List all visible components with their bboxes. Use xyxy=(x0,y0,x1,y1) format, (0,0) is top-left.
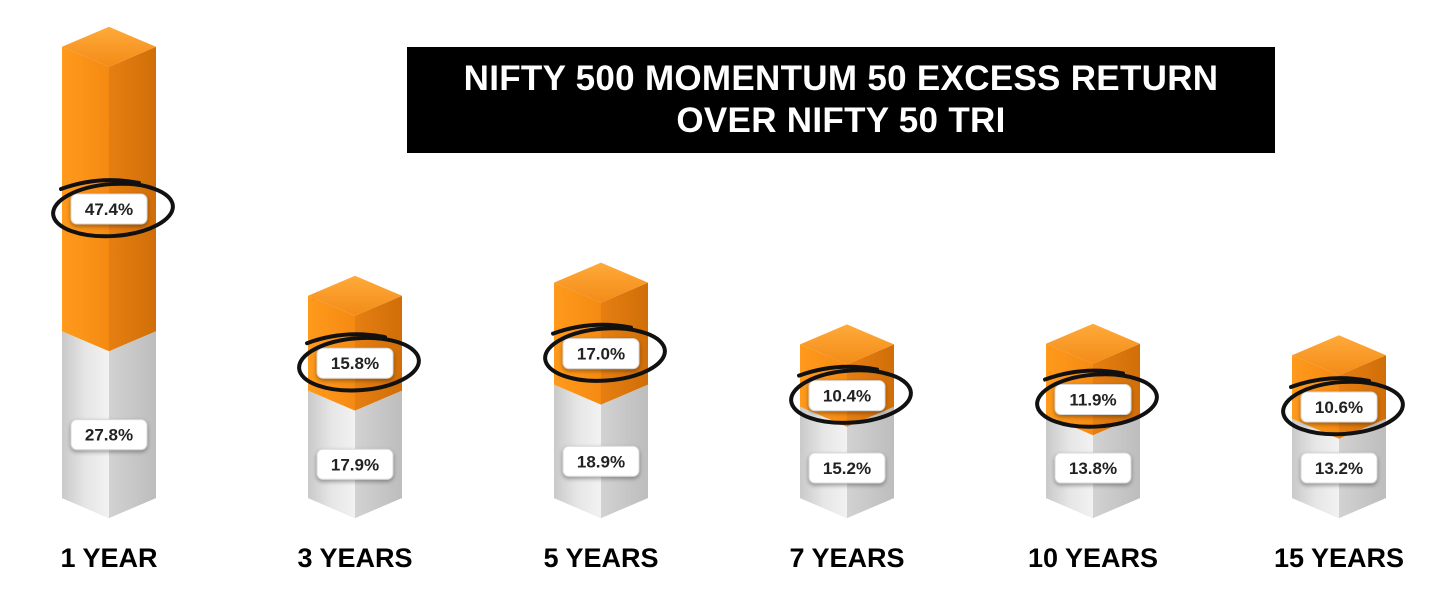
highlight-circle xyxy=(51,181,175,239)
bar-top-cap xyxy=(554,262,648,303)
value-label-series-1: 27.8% xyxy=(85,426,133,445)
bar-group-1: 27.8% 47.4% 1 YEAR xyxy=(51,26,175,573)
highlight-circle-stroke xyxy=(797,364,879,378)
bar-top-cap xyxy=(1292,335,1386,376)
bar-group-4: 15.2% 10.4% 7 YEARS xyxy=(789,324,913,573)
value-label-box xyxy=(1300,452,1378,484)
chart-title-line-1: NIFTY 500 MOMENTUM 50 EXCESS RETURN xyxy=(463,59,1219,98)
value-label-box xyxy=(1300,391,1378,423)
highlight-circle xyxy=(1281,379,1405,437)
bar-group-3: 18.9% 17.0% 5 YEARS xyxy=(543,262,667,573)
value-label-box xyxy=(70,419,148,451)
chart-title-line-2: OVER NIFTY 50 TRI xyxy=(676,101,1006,140)
bar-top-cap xyxy=(62,26,156,67)
value-label-series-1: 15.2% xyxy=(823,459,871,478)
value-label-box xyxy=(316,347,394,379)
value-label-box xyxy=(1054,452,1132,484)
value-label-series-1: 13.8% xyxy=(1069,459,1117,478)
value-label-box xyxy=(562,445,640,477)
highlight-circle xyxy=(297,335,421,393)
value-label-box xyxy=(562,338,640,370)
x-tick-label: 5 YEARS xyxy=(543,543,658,573)
highlight-circle-stroke xyxy=(305,332,387,346)
highlight-circle xyxy=(543,326,667,383)
value-label-series-2: 11.9% xyxy=(1069,391,1116,410)
highlight-circle-stroke xyxy=(59,178,141,191)
bar-top-cap xyxy=(800,324,894,365)
highlight-circle xyxy=(789,368,913,425)
bar-top-cap xyxy=(1046,323,1140,364)
value-label-box xyxy=(70,193,148,225)
value-label-series-1: 17.9% xyxy=(331,455,379,474)
x-tick-label: 1 YEAR xyxy=(60,543,157,573)
value-label-series-2: 47.4% xyxy=(85,200,133,219)
value-label-box xyxy=(808,452,886,484)
value-label-box xyxy=(1054,384,1132,415)
x-tick-label: 3 YEARS xyxy=(297,543,412,573)
x-tick-label: 10 YEARS xyxy=(1028,543,1158,573)
highlight-circle xyxy=(1035,372,1159,429)
x-tick-label: 7 YEARS xyxy=(789,543,904,573)
value-label-series-1: 13.2% xyxy=(1315,459,1363,478)
bar-group-5: 13.8% 11.9% 10 YEARS xyxy=(1028,323,1159,573)
value-label-box xyxy=(808,380,886,412)
value-label-series-2: 17.0% xyxy=(577,345,625,364)
highlight-circle-stroke xyxy=(551,322,633,336)
value-label-series-1: 18.9% xyxy=(577,452,625,471)
value-label-series-2: 10.6% xyxy=(1315,398,1363,417)
value-label-series-2: 10.4% xyxy=(823,387,871,406)
value-label-box xyxy=(316,448,394,480)
bar-top-cap xyxy=(308,275,402,316)
x-tick-label: 15 YEARS xyxy=(1274,543,1404,573)
highlight-circle-stroke xyxy=(1043,368,1125,382)
bar-group-2: 17.9% 15.8% 3 YEARS xyxy=(297,275,421,573)
highlight-circle-stroke xyxy=(1289,376,1371,389)
value-label-series-2: 15.8% xyxy=(331,354,379,373)
bar-group-6: 13.2% 10.6% 15 YEARS xyxy=(1274,335,1405,573)
chart-title: NIFTY 500 MOMENTUM 50 EXCESS RETURN OVER… xyxy=(407,47,1275,153)
